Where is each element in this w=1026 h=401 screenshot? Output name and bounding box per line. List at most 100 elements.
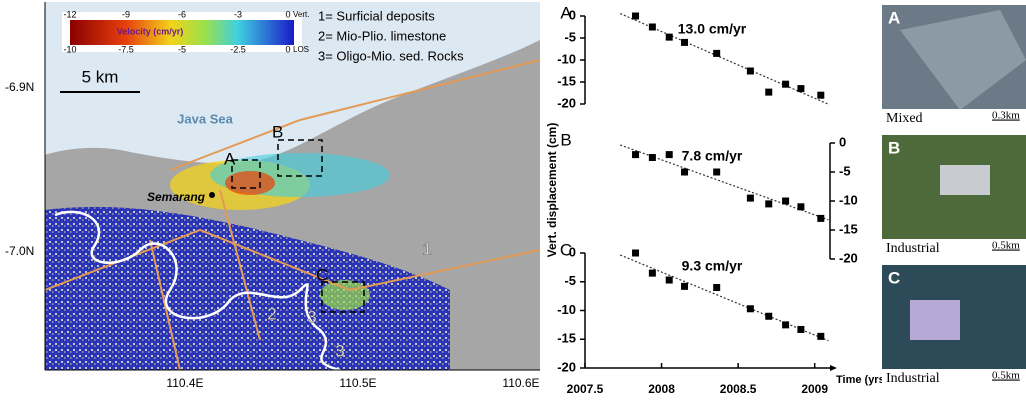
data-point <box>765 89 772 96</box>
photo-scale: 0.5km <box>992 370 1020 382</box>
data-point <box>649 154 656 161</box>
site-label: C <box>316 265 328 284</box>
colorbar-tick: -7.5 <box>118 44 134 54</box>
y-tick-label: -5 <box>564 29 576 44</box>
data-point <box>817 215 824 222</box>
photo-letter: A <box>888 8 900 27</box>
data-point <box>817 92 824 99</box>
data-point <box>782 321 789 328</box>
photo-letter: C <box>888 268 900 287</box>
data-point <box>713 284 720 291</box>
data-point <box>782 198 789 205</box>
data-point <box>797 85 804 92</box>
y-axis-label: Vert. displacement (cm) <box>545 123 559 258</box>
y-tick-label: 0 <box>839 134 846 149</box>
x-tick-label: 2008 <box>648 382 675 396</box>
longitude-label: 110.4E <box>166 376 203 390</box>
colorbar-tick: -3 <box>234 9 242 19</box>
photo-scale: 0.3km <box>992 110 1020 122</box>
colorbar-label: Vert. <box>293 10 309 19</box>
panel-label: A <box>560 3 572 22</box>
photo-type: Industrial <box>886 371 940 386</box>
legend-entry: 3= Oligo-Mio. sed. Rocks <box>318 48 464 63</box>
geology-unit: 3 <box>307 307 316 326</box>
colorbar-tick: -10 <box>63 44 76 54</box>
city-label: Semarang <box>147 190 206 204</box>
y-tick-label: -5 <box>564 273 576 288</box>
x-axis-label: Time (yrs) <box>836 374 889 386</box>
data-point <box>649 24 656 31</box>
y-tick-label: -20 <box>557 95 576 110</box>
data-point <box>681 283 688 290</box>
scale-label: 5 km <box>82 67 119 86</box>
latitude-label: -7.0N <box>5 244 34 258</box>
data-point <box>681 169 688 176</box>
y-tick-label: -10 <box>557 51 576 66</box>
geology-unit: 1 <box>422 239 431 258</box>
colorbar-tick: 0 <box>285 9 290 19</box>
colorbar-tick: 0 <box>285 44 290 54</box>
longitude-label: 110.6E <box>502 376 539 390</box>
data-point <box>632 151 639 158</box>
legend-entry: 2= Mio-Plio. limestone <box>318 28 446 43</box>
geology-unit: 3 <box>335 341 344 360</box>
data-point <box>666 151 673 158</box>
data-point <box>797 326 804 333</box>
data-point <box>681 39 688 46</box>
y-tick-label: -15 <box>839 221 858 236</box>
trend-label: 7.8 cm/yr <box>682 148 743 164</box>
data-point <box>666 34 673 41</box>
photo-letter: B <box>888 138 900 157</box>
colorbar-tick: -12 <box>63 9 76 19</box>
photo-texture <box>910 300 960 340</box>
data-point <box>713 169 720 176</box>
y-tick-label: -15 <box>557 73 576 88</box>
colorbar-tick: -6 <box>178 9 186 19</box>
longitude-label: 110.5E <box>339 376 376 390</box>
geology-unit: 2 <box>267 304 276 323</box>
figure: Velocity (cm/yr)-12-10-9-7.5-6-5-3-2.500… <box>0 0 1026 401</box>
city-dot <box>209 192 215 198</box>
map-subsidence <box>320 280 370 310</box>
site-label: B <box>272 122 283 141</box>
map <box>45 2 540 370</box>
site-label: A <box>224 149 236 168</box>
latitude-label: -6.9N <box>5 80 34 94</box>
x-tick-label: 2009 <box>801 382 828 396</box>
y-tick-label: -20 <box>839 250 858 265</box>
data-point <box>782 81 789 88</box>
y-tick-label: -10 <box>557 302 576 317</box>
photo-type: Industrial <box>886 241 940 256</box>
colorbar-tick: -9 <box>122 9 130 19</box>
y-tick-label: -20 <box>557 359 576 374</box>
colorbar-tick: -2.5 <box>230 44 246 54</box>
data-point <box>632 13 639 20</box>
map-subsidence <box>225 171 275 195</box>
data-point <box>649 270 656 277</box>
photo-type: Mixed <box>886 111 923 126</box>
trend-label: 9.3 cm/yr <box>682 258 743 274</box>
data-point <box>632 250 639 257</box>
data-point <box>666 277 673 284</box>
panel-label: B <box>560 130 571 149</box>
sea-label: Java Sea <box>177 111 233 126</box>
data-point <box>817 333 824 340</box>
data-point <box>713 50 720 57</box>
trend-label: 13.0 cm/yr <box>678 21 747 37</box>
photo-texture <box>940 165 990 195</box>
x-tick-label: 2008.5 <box>720 382 757 396</box>
photo-scale: 0.5km <box>992 240 1020 252</box>
y-tick-label: -10 <box>839 192 858 207</box>
y-tick-label: -5 <box>839 163 851 178</box>
panel-label: C <box>560 240 572 259</box>
x-tick-label: 2007.5 <box>567 382 604 396</box>
y-tick-label: -15 <box>557 331 576 346</box>
colorbar-tick: -5 <box>178 44 186 54</box>
legend-entry: 1= Surficial deposits <box>318 8 435 23</box>
data-point <box>797 203 804 210</box>
data-point <box>747 195 754 202</box>
data-point <box>765 313 772 320</box>
photo-panels <box>882 5 1026 383</box>
colorbar-label: LOS <box>293 45 309 54</box>
data-point <box>747 305 754 312</box>
